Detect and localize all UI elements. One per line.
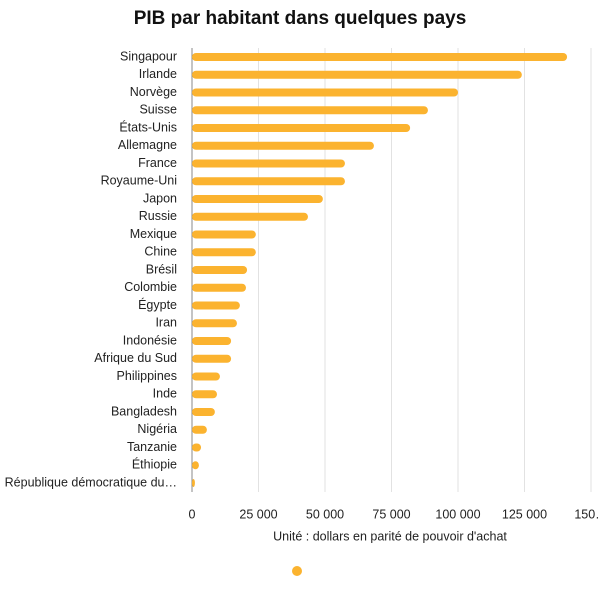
- y-tick-label: Norvège: [130, 85, 177, 99]
- bar: [192, 319, 237, 328]
- x-tick-label: 0: [189, 507, 196, 521]
- bar: [192, 354, 232, 363]
- y-tick-label: Indonésie: [123, 333, 177, 347]
- x-tick-label: 125 000: [502, 507, 547, 521]
- x-tick-label: 150…: [574, 507, 600, 521]
- y-tick-label: Irlande: [139, 67, 177, 81]
- bar: [192, 230, 256, 239]
- x-tick-label: 100 000: [435, 507, 480, 521]
- bar: [192, 159, 345, 168]
- y-tick-label: France: [138, 156, 177, 170]
- y-tick-label: Bangladesh: [111, 404, 177, 418]
- y-tick-label: Afrique du Sud: [94, 351, 177, 365]
- y-tick-label: Nigéria: [137, 422, 177, 436]
- y-tick-label: Royaume-Uni: [101, 174, 177, 188]
- bar: [192, 408, 215, 416]
- bar: [192, 479, 195, 487]
- bar: [192, 177, 345, 186]
- y-tick-label: Philippines: [117, 369, 177, 383]
- y-tick-label: Égypte: [138, 297, 177, 312]
- bar: [192, 88, 458, 97]
- y-tick-label: Chine: [144, 245, 177, 259]
- y-tick-label: République démocratique du…: [5, 475, 177, 489]
- y-tick-label: Iran: [155, 316, 177, 330]
- x-axis-label: Unité : dollars en parité de pouvoir d'a…: [273, 529, 507, 543]
- y-tick-label: Inde: [153, 387, 177, 401]
- y-tick-label: Tanzanie: [127, 440, 177, 454]
- bar: [192, 195, 323, 203]
- bar: [192, 266, 248, 274]
- y-tick-label: Allemagne: [118, 138, 177, 152]
- chart-title: PIB par habitant dans quelques pays: [134, 8, 467, 29]
- bar: [192, 106, 428, 115]
- bar: [192, 212, 308, 221]
- x-tick-label: 75 000: [372, 507, 410, 521]
- legend-marker: [292, 566, 302, 576]
- y-tick-label: Suisse: [139, 103, 177, 117]
- x-tick-label: 25 000: [239, 507, 277, 521]
- bar: [192, 124, 411, 132]
- bar: [192, 53, 568, 61]
- x-tick-label: 50 000: [306, 507, 344, 521]
- y-tick-label: Singapour: [120, 49, 177, 63]
- bar: [192, 425, 207, 434]
- y-tick-label: Éthiopie: [132, 457, 177, 472]
- y-tick-label: Mexique: [130, 227, 177, 241]
- bar: [192, 443, 202, 452]
- bar: [192, 461, 199, 470]
- bar: [192, 372, 220, 381]
- bar: [192, 390, 218, 399]
- y-tick-label: Colombie: [124, 280, 177, 294]
- bar: [192, 301, 240, 310]
- y-tick-label: Russie: [139, 209, 177, 223]
- bar: [192, 248, 256, 257]
- bar: [192, 283, 246, 292]
- y-tick-label: Japon: [143, 191, 177, 205]
- y-tick-label: Brésil: [146, 262, 177, 276]
- bar: [192, 337, 232, 345]
- y-tick-label: États-Unis: [119, 119, 177, 134]
- bar: [192, 70, 522, 79]
- bar: [192, 141, 374, 150]
